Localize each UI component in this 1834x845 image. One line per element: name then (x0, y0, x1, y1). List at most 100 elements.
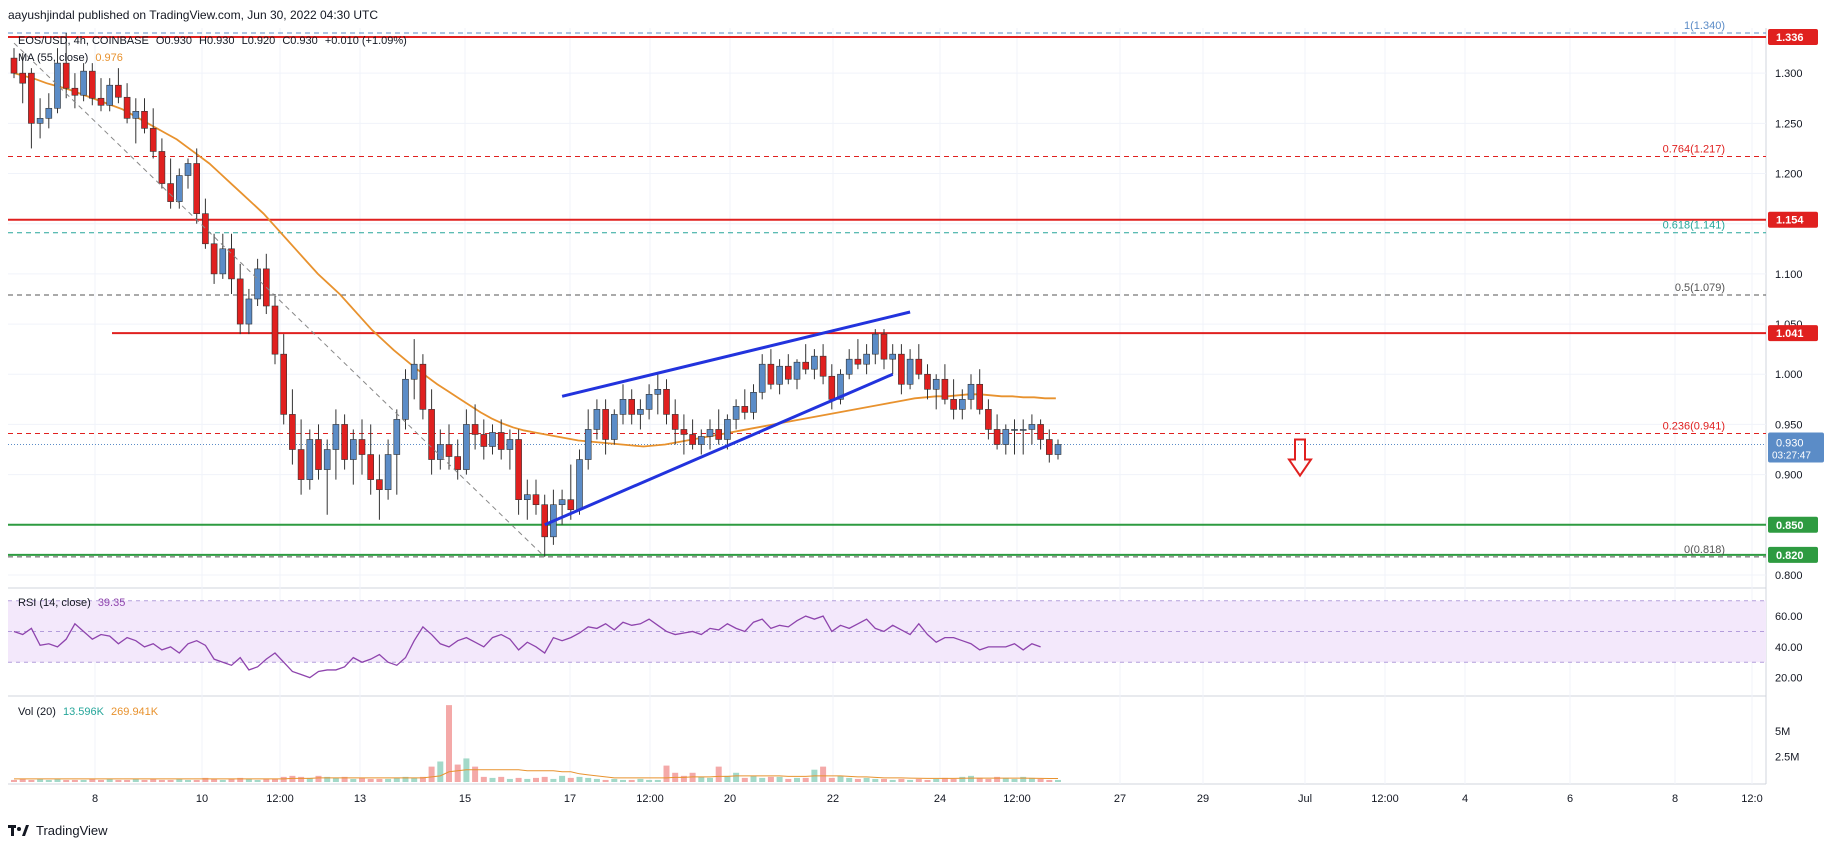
level-tag (1768, 29, 1818, 46)
volume-bar (741, 777, 748, 782)
candle-body (376, 479, 383, 490)
candle-body (332, 424, 340, 450)
candle-body (985, 409, 992, 430)
candle-body (10, 57, 18, 74)
candles (10, 33, 1062, 557)
candle-body (123, 96, 131, 119)
candle-body (506, 439, 514, 450)
candle-body (880, 333, 888, 360)
volume-bar (863, 777, 870, 782)
candle-body (602, 409, 609, 440)
change-value: +0.010 (+1.09%) (324, 35, 407, 47)
level-tag (1768, 325, 1818, 342)
candle-body (1002, 429, 1010, 445)
ma-legend: MA (55, close) 0.976 (18, 52, 127, 64)
candle-body (184, 163, 192, 176)
volume-bar (1028, 777, 1035, 782)
volume-bar (602, 779, 609, 782)
candle-body (315, 439, 322, 470)
low-value: L0.920 (241, 35, 276, 47)
candle-body (402, 378, 409, 420)
volume-bar (437, 761, 444, 782)
candle-body (71, 87, 79, 96)
volume-bar (846, 777, 853, 782)
level-tag-label: 1.336 (1776, 32, 1804, 44)
volume-bar (907, 779, 914, 782)
candle-body (828, 375, 836, 400)
candle-body (115, 84, 122, 98)
current-price-tag (1768, 432, 1824, 463)
volume-bar (1037, 778, 1044, 782)
volume-bar (559, 775, 566, 782)
moving-average (13, 72, 1056, 448)
volume-bar (219, 779, 226, 782)
level-tag-label: 0.820 (1776, 550, 1804, 562)
candle-body (976, 383, 984, 410)
candle-body (210, 243, 218, 275)
candle-body (36, 118, 44, 124)
candle-body (1046, 439, 1053, 455)
volume-bar (89, 778, 96, 782)
candle-body (697, 436, 705, 445)
volume-bar (341, 776, 348, 782)
volume-bar (1011, 778, 1018, 782)
candle-body (62, 62, 70, 89)
volume-bar (211, 778, 218, 782)
volume-bar (698, 776, 705, 782)
price-tick-label: 0.800 (1775, 570, 1803, 582)
volume-bar (359, 777, 365, 782)
candle-body (802, 361, 810, 370)
candle-body (610, 414, 618, 440)
candle-body (750, 392, 757, 413)
volume-pane (11, 705, 1061, 782)
volume-bar (245, 778, 252, 782)
candle-body (28, 72, 35, 124)
volume-bar (881, 778, 887, 782)
candle-body (958, 399, 966, 410)
volume-bar (950, 778, 957, 782)
volume-bar (315, 775, 322, 782)
candle-body (228, 248, 235, 280)
candle-body (645, 394, 653, 410)
volume-bar (480, 776, 487, 782)
candle-body (732, 406, 740, 420)
volume-bar (1020, 776, 1027, 782)
volume-bar (306, 777, 313, 782)
candle-body (741, 406, 749, 413)
candle-body (967, 383, 975, 400)
volume-bar (193, 779, 200, 782)
volume-bar (994, 776, 1001, 782)
candle-body (54, 62, 61, 109)
candle-body (471, 424, 479, 435)
candle-body (993, 429, 1001, 445)
candle-body (254, 268, 261, 300)
chart-grid (8, 28, 1767, 785)
candle-body (854, 358, 862, 365)
candle-body (523, 494, 531, 500)
volume-bar (889, 779, 896, 782)
footer: TradingView (8, 823, 108, 838)
candle-body (176, 175, 183, 202)
high-value: H0.930 (199, 35, 235, 47)
level-tag (1768, 211, 1818, 228)
candle-body (837, 373, 844, 400)
candle-body (767, 363, 775, 385)
volume-bar (585, 777, 592, 782)
rsi-line (13, 615, 1041, 679)
candle-body (341, 424, 348, 460)
fib-label: 0.618(1.141) (1663, 220, 1725, 232)
volume-tick-label: 2.5M (1775, 751, 1799, 763)
volume-bar (393, 777, 400, 782)
volume-bar (228, 778, 235, 782)
candle-body (367, 454, 375, 480)
candle-body (924, 373, 931, 390)
fibonacci-levels: 1(1.340) 0.764(1.217) 0.618(1.141) 0.5(1.07… (8, 20, 1766, 558)
symbol-legend: EOS/USD, 4h, COINBASE O0.930 H0.930 L0.9… (18, 35, 411, 47)
volume-sma-line (14, 769, 1058, 780)
volume-value-1: 13.596K (62, 706, 104, 718)
time-tick-label: 8 (1672, 793, 1678, 805)
volume-bar (254, 779, 261, 782)
volume-bar (324, 776, 331, 782)
volume-bar (933, 778, 940, 782)
